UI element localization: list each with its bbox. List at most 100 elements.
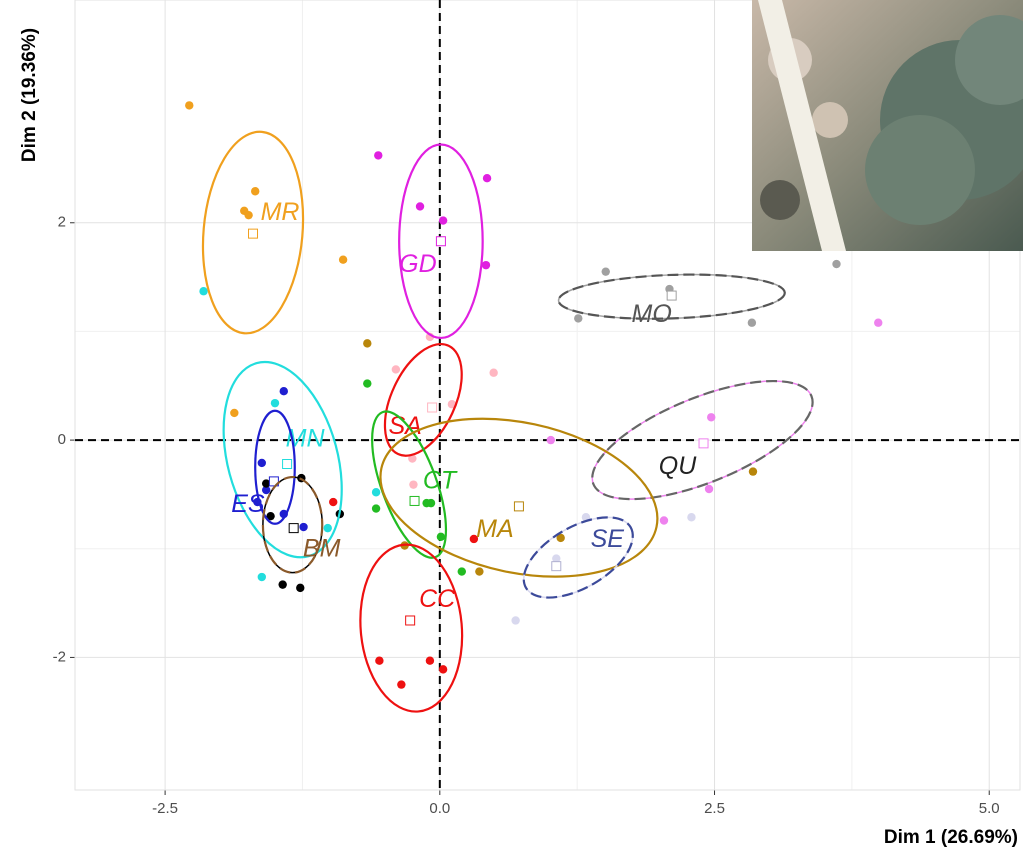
centroid [666, 290, 677, 301]
point [704, 484, 714, 494]
point [278, 580, 287, 589]
point [409, 480, 418, 489]
point [329, 497, 338, 507]
centroid [248, 228, 259, 239]
confidence-ellipse [261, 475, 324, 574]
x-tick-label: 0.0 [429, 800, 450, 817]
point [874, 318, 883, 327]
point [436, 532, 446, 542]
inset-photo [752, 0, 1023, 251]
point [438, 665, 448, 674]
point [489, 368, 498, 377]
confidence-ellipse [222, 360, 343, 559]
centroid [551, 561, 562, 572]
plot-border [74, 0, 1021, 791]
point [257, 572, 267, 582]
centroid [427, 402, 438, 413]
centroid [513, 501, 524, 512]
centroid [405, 615, 416, 626]
point [391, 365, 401, 374]
group-label: SE [591, 525, 625, 553]
point [832, 259, 841, 269]
centroid [435, 236, 446, 247]
point [556, 533, 565, 543]
point [230, 408, 239, 418]
point [747, 318, 757, 327]
point [279, 386, 288, 396]
group-label: ES [231, 490, 265, 518]
point [415, 202, 425, 211]
point [447, 400, 457, 409]
confidence-ellipse [254, 409, 296, 525]
point [244, 210, 253, 220]
x-axis-title: Dim 1 (26.69%) [884, 827, 1018, 848]
y-tick-label: 2 [58, 214, 66, 231]
point [323, 523, 332, 533]
group-label: MR [261, 198, 300, 226]
point [748, 467, 758, 476]
point [687, 513, 696, 522]
point [251, 187, 260, 196]
point [469, 534, 479, 544]
y-axis-title: Dim 2 (19.36%) [19, 28, 40, 162]
point [475, 567, 484, 576]
confidence-ellipse [201, 130, 305, 335]
point [338, 255, 348, 264]
point [707, 413, 716, 422]
confidence-ellipse [383, 342, 463, 457]
point [546, 435, 555, 445]
point [261, 479, 271, 488]
group-label: BM [303, 535, 341, 563]
confidence-ellipse [591, 379, 814, 501]
y-tick-label: 0 [58, 431, 66, 448]
point [422, 498, 431, 508]
point [257, 458, 267, 468]
point [601, 267, 610, 276]
point [363, 379, 372, 388]
x-tick-label: 2.5 [704, 800, 725, 817]
point [552, 554, 561, 563]
point [425, 656, 435, 665]
point [457, 567, 466, 576]
point [374, 151, 383, 160]
point [397, 680, 406, 689]
point [371, 504, 381, 513]
point [659, 516, 669, 525]
point [375, 656, 384, 665]
point [363, 339, 372, 348]
point [299, 522, 308, 532]
point [574, 314, 583, 323]
x-tick-label: -2.5 [152, 800, 178, 817]
centroid [282, 459, 293, 470]
centroid [268, 476, 279, 487]
group-label: QU [659, 452, 697, 480]
group-label: CT [423, 467, 458, 495]
point [270, 398, 280, 408]
x-tick-label: 5.0 [979, 800, 1000, 817]
centroid [698, 438, 709, 449]
point [482, 174, 492, 183]
point [199, 287, 208, 296]
point [261, 485, 271, 495]
group-label: CC [419, 585, 456, 613]
point [511, 616, 520, 625]
point [481, 260, 491, 270]
point [266, 511, 275, 521]
group-label: MA [476, 515, 514, 543]
confidence-ellipse [522, 516, 634, 599]
y-tick-label: -2 [53, 648, 66, 665]
group-label: GD [399, 250, 437, 278]
confidence-ellipse [398, 143, 484, 340]
confidence-ellipse [379, 417, 659, 578]
point [185, 101, 194, 110]
centroid [288, 523, 299, 534]
confidence-ellipse [557, 273, 786, 320]
centroid [409, 495, 420, 506]
point [296, 583, 305, 593]
point [438, 216, 448, 225]
group-label: MO [632, 300, 672, 328]
point [371, 488, 381, 497]
confidence-ellipse [359, 543, 464, 713]
